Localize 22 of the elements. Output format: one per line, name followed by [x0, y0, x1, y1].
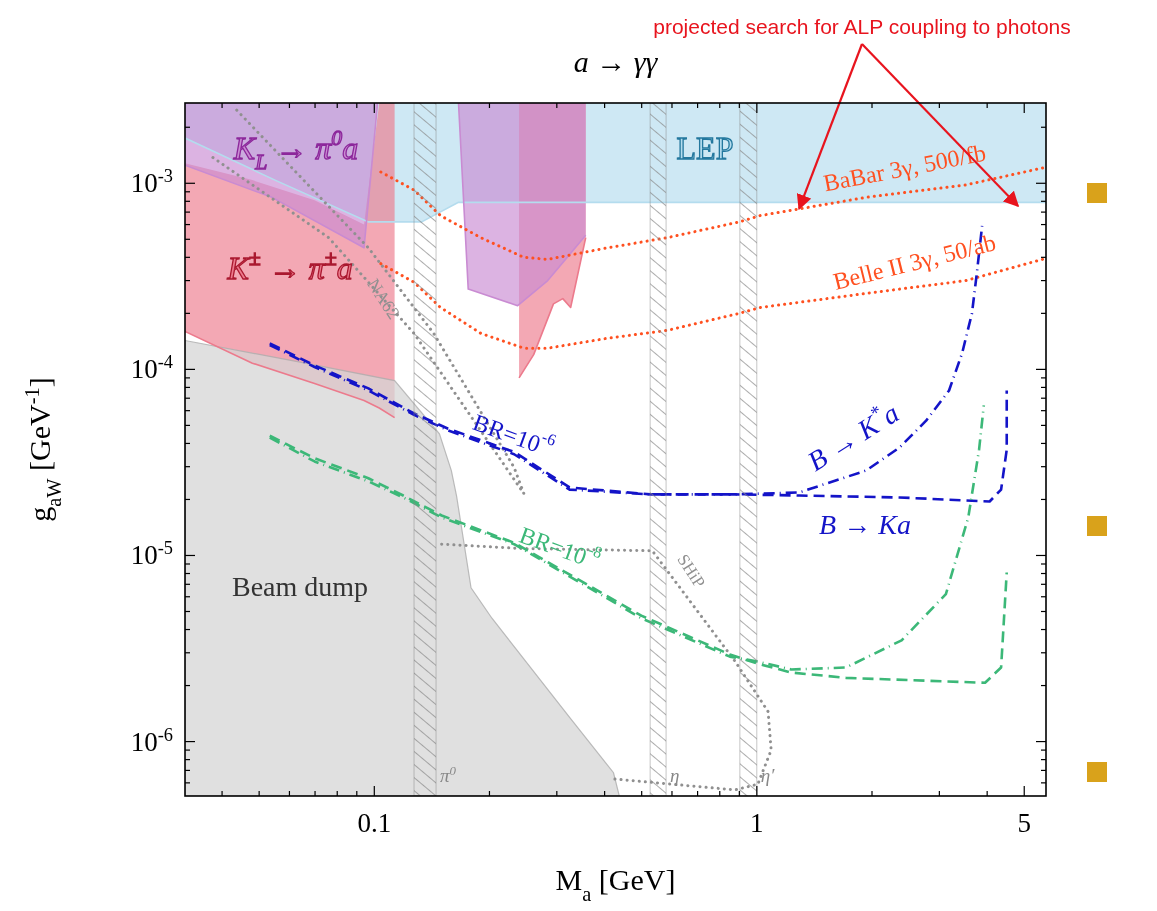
- annotation: projected search for ALP coupling to photons: [653, 14, 1071, 38]
- text: Belle II 3γ, 50/ab: [830, 228, 999, 295]
- y-tick-label: 10$^{-5}$: [130, 538, 173, 571]
- x-axis-title: M$_{a}$ [GeV]: [555, 863, 676, 905]
- band-label: π$^{0}$: [440, 762, 457, 786]
- y-tick-label: 10$^{-3}$: [130, 166, 173, 199]
- band-label: η: [670, 765, 680, 786]
- text: BaBar 3γ, 500/fb: [821, 139, 988, 197]
- x-tick-label: 0.1: [357, 808, 392, 838]
- x-tick-label: 1: [750, 808, 764, 838]
- series-label: K$_{L}$ → π$^{0}$a: [232, 126, 359, 174]
- annotation: BR=10$^{-8}$: [516, 521, 605, 570]
- series-label: Beam dump: [231, 571, 369, 603]
- x-tick-label: 5: [1017, 808, 1031, 838]
- series-label: B → Ka: [819, 509, 911, 541]
- band-label: η′: [760, 765, 776, 786]
- series-label: LEP: [676, 130, 734, 167]
- annotation: BR=10$^{-6}$: [469, 408, 559, 457]
- y-tick-label: 10$^{-4}$: [130, 352, 173, 385]
- y-tick-label: 10$^{-6}$: [130, 724, 173, 757]
- series-label: K$^{±}$ → π$^{±}$a: [226, 246, 353, 287]
- chart-title: a → γγ: [573, 45, 659, 78]
